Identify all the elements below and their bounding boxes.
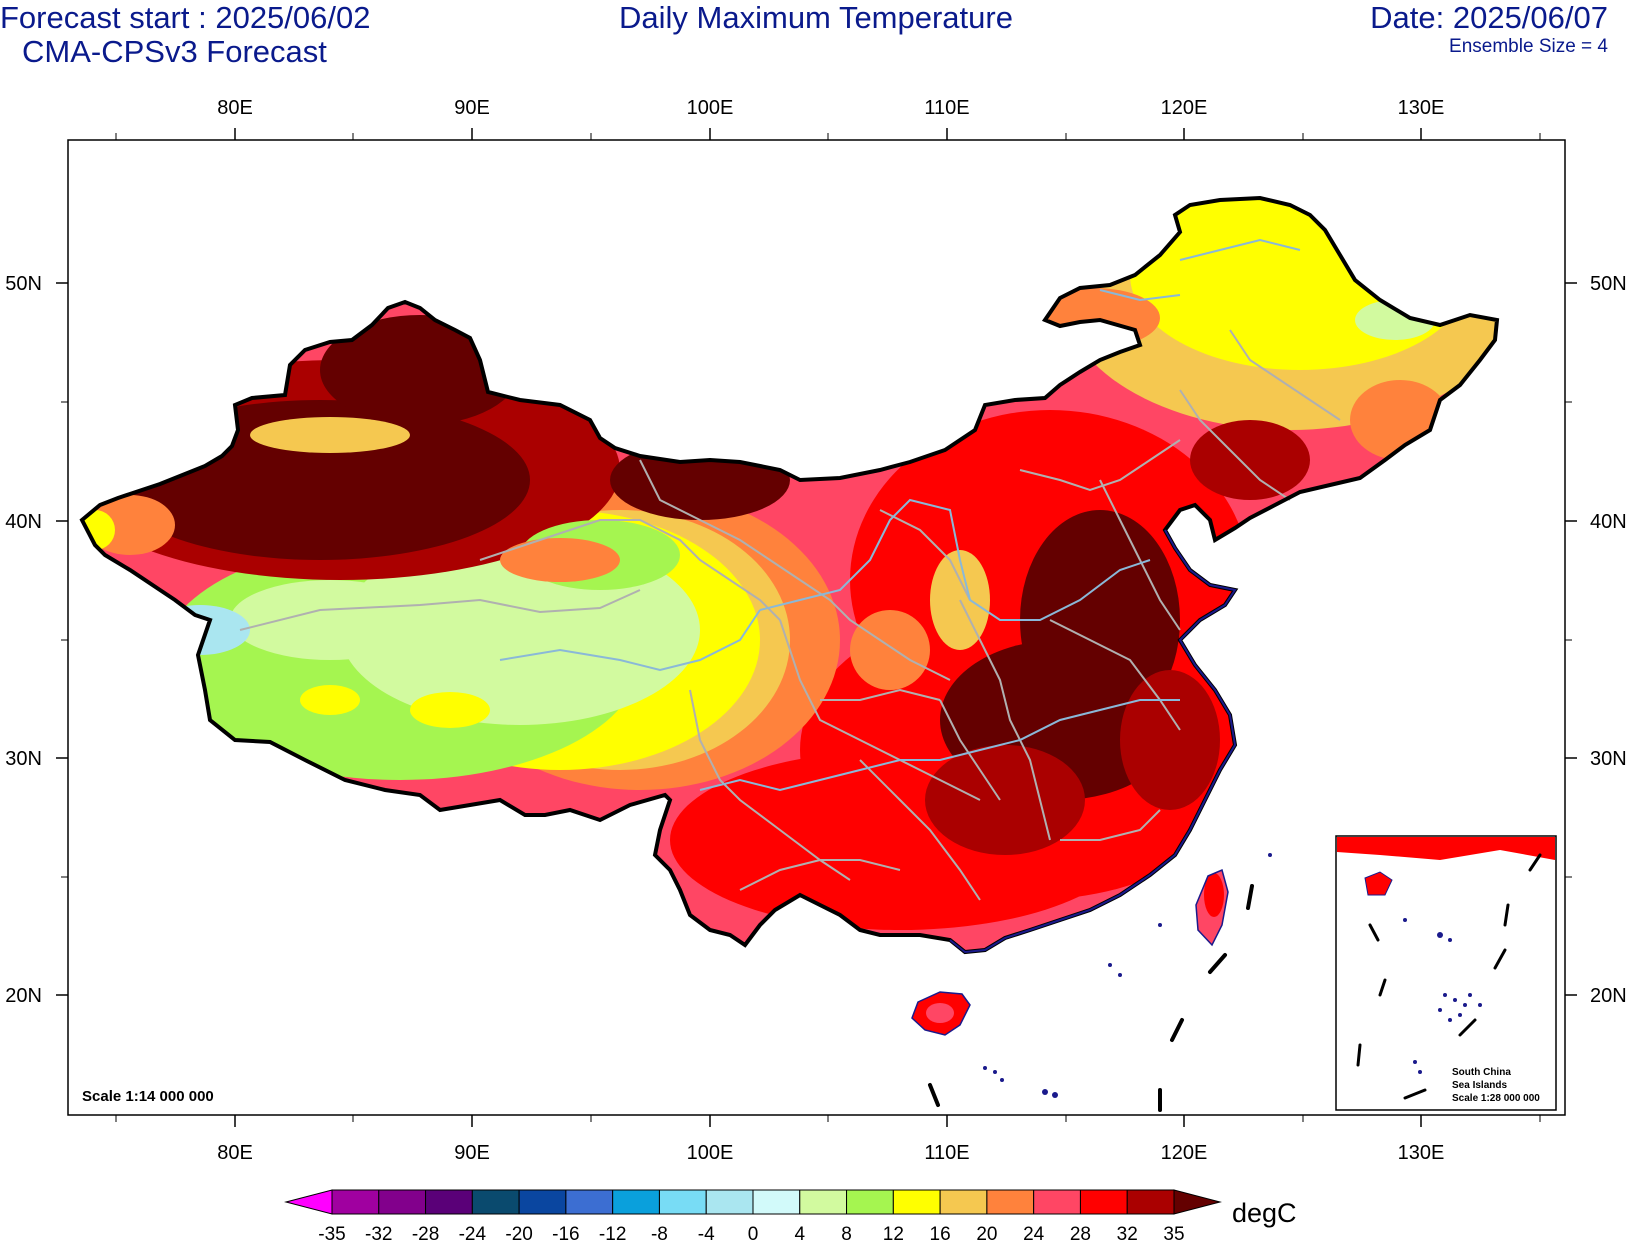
colorbar: -35 -32 -28 -24 -20 -16 -12 -8 -4 0 4 8 12 16 20 24 28 32… xyxy=(284,1189,1222,1241)
lon-tick-label-top: 80E xyxy=(217,97,253,119)
scale-label: Scale 1:14 000 000 xyxy=(82,1088,214,1105)
colorbar-box xyxy=(752,1189,801,1215)
lon-tick-label-bottom: 80E xyxy=(217,1142,253,1164)
inset-label-line1: South China xyxy=(1452,1067,1511,1078)
colorbar-box xyxy=(1079,1189,1128,1215)
forecast-start-label: Forecast start : 2025/06/02 xyxy=(0,0,371,35)
colorbar-box xyxy=(565,1189,614,1215)
colorbar-tick-label: 20 xyxy=(976,1224,997,1241)
lon-tick-label-bottom: 130E xyxy=(1398,1142,1445,1164)
colorbar-tick-label: -24 xyxy=(459,1224,487,1241)
lat-tick-label-left: 40N xyxy=(5,511,42,533)
colorbar-tick-label: -16 xyxy=(552,1224,579,1241)
lon-tick-label-top: 90E xyxy=(454,97,490,119)
lat-tick-label-right: 30N xyxy=(1590,748,1627,770)
inset-south-china-sea: South China Sea Islands Scale 1:28 000 0… xyxy=(1335,835,1557,1111)
inset-dashes xyxy=(1356,853,1542,1100)
colorbar-box xyxy=(939,1189,988,1215)
colorbar-high-triangle xyxy=(1173,1189,1222,1215)
colorbar-box xyxy=(986,1189,1035,1215)
lon-tick-label-bottom: 110E xyxy=(924,1142,969,1164)
colorbar-box xyxy=(705,1189,754,1215)
inset-label-line2: Sea Islands xyxy=(1452,1080,1507,1091)
colorbar-tick-label: -32 xyxy=(365,1224,392,1241)
colorbar-tick-label: 28 xyxy=(1070,1224,1091,1241)
colorbar-box xyxy=(799,1189,848,1215)
lat-tick-label-right: 50N xyxy=(1590,273,1627,295)
lon-tick-label-bottom: 100E xyxy=(687,1142,734,1164)
hainan-interior xyxy=(926,1003,954,1023)
ensemble-size-label: Ensemble Size = 4 xyxy=(1449,36,1608,57)
lon-tick-label-top: 110E xyxy=(924,97,969,119)
colorbar-box xyxy=(518,1189,567,1215)
lon-tick-label-top: 100E xyxy=(687,97,734,119)
inset-islands xyxy=(1403,918,1482,1074)
colorbar-box xyxy=(892,1189,941,1215)
colorbar-low-triangle xyxy=(284,1189,333,1215)
colorbar-tick-label: 16 xyxy=(930,1224,951,1241)
colorbar-box xyxy=(331,1189,380,1215)
province-boundaries xyxy=(239,329,1341,901)
lat-tick-label-left: 50N xyxy=(5,273,42,295)
lat-tick-label-left: 20N xyxy=(5,985,42,1007)
small-islands xyxy=(983,853,1272,1098)
lat-tick-label-left: 30N xyxy=(5,748,42,770)
colorbar-box xyxy=(846,1189,894,1215)
coastline xyxy=(949,529,1237,954)
colorbar-tick-label: 35 xyxy=(1163,1224,1184,1241)
inset-land xyxy=(1337,837,1555,860)
chart-title: Daily Maximum Temperature xyxy=(619,0,1013,35)
colorbar-tick-label: 4 xyxy=(794,1224,805,1241)
colorbar-tick-label: -28 xyxy=(412,1224,439,1241)
colorbar-tick-label: 12 xyxy=(883,1224,904,1241)
lon-tick-label-bottom: 90E xyxy=(454,1142,490,1164)
colorbar-tick-label: -20 xyxy=(505,1224,532,1241)
lon-tick-label-top: 120E xyxy=(1161,97,1208,119)
colorbar-box xyxy=(1033,1189,1081,1215)
colorbar-tick-label: -35 xyxy=(318,1224,345,1241)
colorbar-tick-label: 0 xyxy=(748,1224,759,1241)
lat-tick-label-right: 20N xyxy=(1590,985,1627,1007)
taiwan-coastline xyxy=(1195,868,1229,947)
colorbar-box xyxy=(425,1189,473,1215)
colorbar-tick-label: 24 xyxy=(1023,1224,1045,1241)
colorbar-box xyxy=(658,1189,707,1215)
valid-date-label: Date: 2025/06/07 xyxy=(1370,0,1608,35)
axis-ticks: 80E 80E 90E 90E 100E 100E 110E 110E 120E 120E 130E… xyxy=(5,97,1626,1164)
colorbar-tick-label: 8 xyxy=(841,1224,852,1241)
colorbar-tick-label: -4 xyxy=(698,1224,715,1241)
colorbar-tick-label: 32 xyxy=(1117,1224,1138,1241)
lon-tick-label-bottom: 120E xyxy=(1161,1142,1208,1164)
maritime-boundary-dashes xyxy=(928,884,1254,1112)
colorbar-box xyxy=(471,1189,520,1215)
colorbar-box xyxy=(378,1189,427,1215)
inset-hainan xyxy=(1364,871,1393,896)
colorbar-tick-label: -12 xyxy=(599,1224,626,1241)
rivers xyxy=(499,238,1301,792)
inset-label-line3: Scale 1:28 000 000 xyxy=(1452,1093,1540,1104)
lat-tick-label-right: 40N xyxy=(1590,511,1627,533)
model-label: CMA-CPSv3 Forecast xyxy=(22,34,327,69)
colorbar-box xyxy=(1126,1189,1175,1215)
lon-tick-label-top: 130E xyxy=(1398,97,1445,119)
colorbar-tick-label: -8 xyxy=(651,1224,668,1241)
colorbar-unit-label: degC xyxy=(1232,1198,1297,1228)
colorbar-box xyxy=(612,1189,660,1215)
